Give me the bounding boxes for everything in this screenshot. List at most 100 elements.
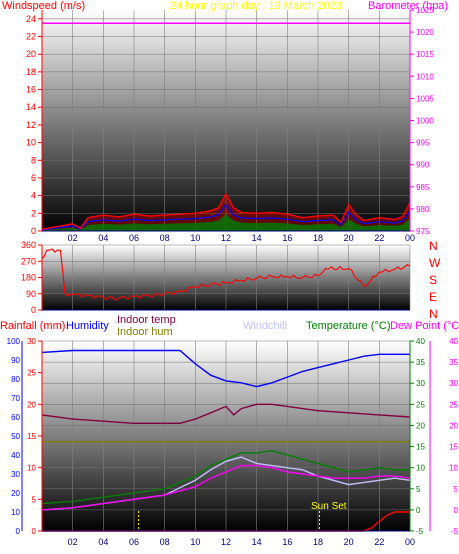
temp-y-tick-label: 10 bbox=[416, 464, 425, 473]
wind-y-tick-label: 2 bbox=[31, 208, 36, 218]
baro-y-tick-label: 980 bbox=[416, 205, 430, 214]
x-tick-label: 22 bbox=[374, 537, 384, 547]
baro-y-tick-label: 1015 bbox=[416, 50, 434, 59]
baro-y-tick-label: 1020 bbox=[416, 28, 434, 37]
wind-average-line bbox=[41, 204, 411, 231]
dewpoint-y-tick-label: 30 bbox=[449, 379, 458, 388]
humidity-y-tick-label: 70 bbox=[11, 394, 20, 403]
dewpoint-y-tick-label: 10 bbox=[449, 464, 458, 473]
x-tick-label: 10 bbox=[190, 233, 200, 243]
humidity-y-tick-label: 30 bbox=[11, 470, 20, 479]
humidity-y-tick-label: 20 bbox=[11, 489, 20, 498]
sunset-label: Sun Set bbox=[311, 501, 347, 512]
wind-y-tick-label: 6 bbox=[31, 173, 36, 183]
dewpoint-y-tick-label: 25 bbox=[449, 400, 458, 409]
dewpoint-y-tick-label: 15 bbox=[449, 443, 458, 452]
humidity-y-tick-label: 90 bbox=[11, 356, 20, 365]
wind-low-area bbox=[42, 214, 410, 231]
dewpoint-axis-title: Dew Point (°C) bbox=[390, 320, 459, 332]
dewpoint-y-tick-label: -5 bbox=[451, 527, 459, 536]
wind-speed-line bbox=[41, 192, 411, 230]
humidity-y-tick-label: 60 bbox=[11, 413, 20, 422]
dewpoint-y-tick-label: 40 bbox=[449, 337, 458, 346]
temp-y-tick-label: -5 bbox=[416, 527, 424, 536]
dewpoint-y-tick-label: 5 bbox=[454, 485, 459, 494]
rain-y-tick-label: 0 bbox=[32, 527, 37, 536]
x-tick-label: 02 bbox=[68, 537, 78, 547]
dewpoint-y-tick-label: 0 bbox=[454, 506, 459, 515]
temp-y-tick-label: 25 bbox=[416, 400, 425, 409]
dewpoint-y-tick-label: 20 bbox=[449, 421, 458, 430]
direction-y-tick-label: 360 bbox=[21, 240, 36, 250]
wind-gust-area bbox=[42, 193, 410, 231]
x-tick-label: 00 bbox=[405, 233, 415, 243]
indoor-temp-line bbox=[41, 403, 411, 424]
wind-y-tick-label: 14 bbox=[26, 102, 36, 112]
date-title: 24 hour graph day : 19 March 2023 bbox=[170, 0, 342, 12]
temp-y-tick-label: 20 bbox=[416, 421, 425, 430]
indoor-hum-title: Indoor hum bbox=[117, 326, 173, 338]
x-tick-label: 14 bbox=[252, 233, 262, 243]
temp-y-tick-label: 40 bbox=[416, 337, 425, 346]
x-tick-label: 20 bbox=[344, 537, 354, 547]
wind-direction-line bbox=[41, 248, 411, 301]
temp-y-tick-label: 15 bbox=[416, 443, 425, 452]
baro-y-tick-label: 990 bbox=[416, 161, 430, 170]
wind-plot bbox=[41, 22, 411, 231]
x-tick-label: 10 bbox=[190, 537, 200, 547]
x-tick-label: 18 bbox=[313, 537, 323, 547]
x-tick-label: 16 bbox=[282, 233, 292, 243]
wind-y-tick-label: 10 bbox=[26, 138, 36, 148]
x-tick-label: 14 bbox=[252, 537, 262, 547]
baro-y-tick-label: 1000 bbox=[416, 117, 434, 126]
axes: 0202040406060808101012121414161618182020… bbox=[7, 6, 459, 547]
x-tick-label: 18 bbox=[313, 233, 323, 243]
wind-y-tick-label: 4 bbox=[31, 191, 36, 201]
humidity-y-tick-label: 50 bbox=[11, 432, 20, 441]
wind-y-tick-label: 18 bbox=[26, 67, 36, 77]
rain-y-tick-label: 10 bbox=[27, 464, 36, 473]
humidity-y-tick-label: 0 bbox=[16, 527, 21, 536]
x-tick-label: 04 bbox=[98, 537, 108, 547]
direction-y-tick-label: 90 bbox=[26, 289, 36, 299]
windchill-title: Windchill bbox=[243, 320, 287, 332]
rain-y-tick-label: 15 bbox=[27, 432, 36, 441]
direction-label-e: E bbox=[429, 290, 437, 304]
wind-y-tick-label: 8 bbox=[31, 155, 36, 165]
temperature-axis-title: Temperature (°C) bbox=[306, 320, 390, 332]
direction-label-w: W bbox=[429, 256, 441, 270]
humidity-y-tick-label: 100 bbox=[7, 337, 21, 346]
wind-y-tick-label: 16 bbox=[26, 85, 36, 95]
baro-y-tick-label: 975 bbox=[416, 227, 430, 236]
rain-y-tick-label: 30 bbox=[27, 337, 36, 346]
humidity-y-tick-label: 40 bbox=[11, 451, 20, 460]
wind-y-tick-label: 20 bbox=[26, 49, 36, 59]
direction-plot bbox=[41, 248, 411, 301]
x-tick-label: 08 bbox=[160, 537, 170, 547]
temp-y-tick-label: 30 bbox=[416, 379, 425, 388]
rain-y-tick-label: 5 bbox=[32, 495, 37, 504]
humidity-y-tick-label: 80 bbox=[11, 375, 20, 384]
x-tick-label: 06 bbox=[129, 537, 139, 547]
direction-label-n-top: N bbox=[429, 239, 438, 253]
baro-y-tick-label: 985 bbox=[416, 183, 430, 192]
wind-y-tick-label: 12 bbox=[26, 120, 36, 130]
x-tick-label: 02 bbox=[68, 233, 78, 243]
temp-y-tick-label: 5 bbox=[416, 485, 421, 494]
direction-y-tick-label: 270 bbox=[21, 256, 36, 266]
dewpoint-y-tick-label: 35 bbox=[449, 358, 458, 367]
x-tick-label: 12 bbox=[221, 537, 231, 547]
humidity-y-tick-label: 10 bbox=[11, 508, 20, 517]
x-tick-label: 00 bbox=[405, 537, 415, 547]
baro-y-tick-label: 1025 bbox=[416, 6, 434, 15]
temperature-line bbox=[41, 450, 410, 505]
x-tick-label: 08 bbox=[160, 233, 170, 243]
baro-y-tick-label: 1005 bbox=[416, 94, 434, 103]
temp-y-tick-label: 0 bbox=[416, 506, 421, 515]
x-tick-label: 04 bbox=[98, 233, 108, 243]
wind-y-tick-label: 0 bbox=[31, 226, 36, 236]
direction-y-tick-label: 0 bbox=[31, 305, 36, 315]
direction-label-n-bottom: N bbox=[429, 307, 438, 321]
